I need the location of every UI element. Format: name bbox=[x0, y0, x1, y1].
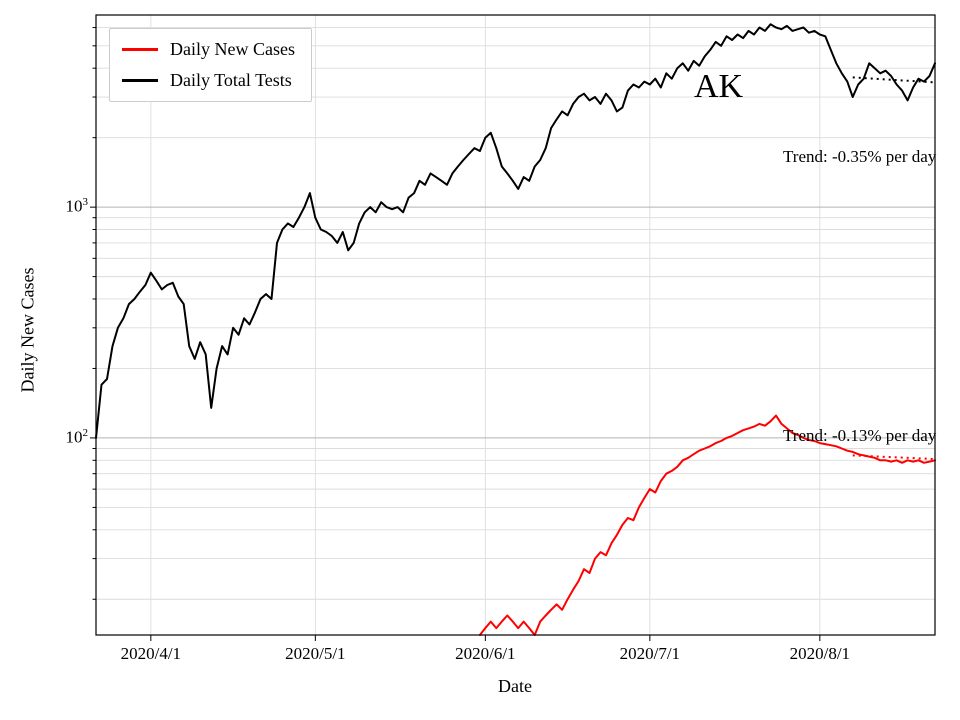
x-axis-label: Date bbox=[498, 676, 532, 696]
series-line bbox=[95, 23, 936, 439]
legend-label: Daily Total Tests bbox=[170, 70, 292, 90]
legend-entry: Daily New Cases bbox=[122, 39, 295, 60]
y-tick-label: 103 bbox=[65, 196, 89, 216]
x-tick-label: 2020/7/1 bbox=[619, 644, 681, 663]
trend-line bbox=[852, 76, 936, 84]
legend-line-swatch bbox=[122, 79, 158, 82]
x-tick-label: 2020/8/1 bbox=[789, 644, 851, 663]
series-line bbox=[478, 414, 936, 636]
x-tick-label: 2020/4/1 bbox=[120, 644, 182, 663]
legend-line-swatch bbox=[122, 48, 158, 51]
trend-line bbox=[852, 454, 936, 461]
legend-entry: Daily Total Tests bbox=[122, 70, 295, 91]
y-tick-label: 102 bbox=[65, 426, 89, 447]
trend-annotation-tests: Trend: -0.35% per day bbox=[783, 147, 937, 166]
legend-label: Daily New Cases bbox=[170, 39, 295, 59]
y-axis-label: Daily New Cases bbox=[17, 267, 38, 393]
x-tick-label: 2020/6/1 bbox=[455, 644, 516, 663]
legend: Daily New Cases Daily Total Tests bbox=[109, 28, 312, 102]
trend-annotation-cases: Trend: -0.13% per day bbox=[783, 426, 937, 445]
x-tick-label: 2020/5/1 bbox=[285, 644, 346, 663]
plot-border bbox=[95, 14, 936, 636]
state-annotation: AK bbox=[694, 68, 744, 105]
